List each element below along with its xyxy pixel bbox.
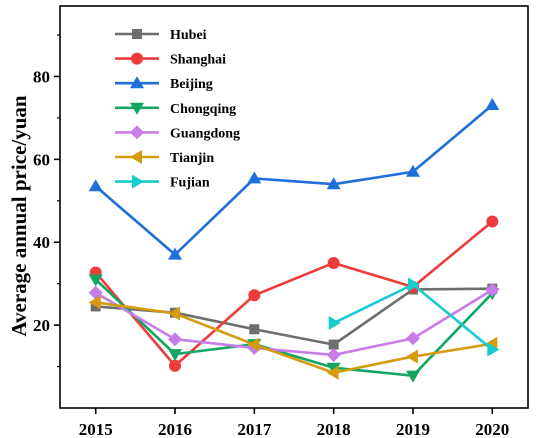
data-point-beijing [88,179,103,192]
x-tick-label: 2019 [396,420,430,438]
legend-label-hubei: Hubei [170,28,207,43]
legend-label-tianjin: Tianjin [170,151,214,166]
data-point-tianjin [326,365,339,380]
data-point-tianjin [247,337,260,352]
y-tick-label: 80 [33,67,50,86]
data-point-guangdong [485,282,500,297]
legend-marker-guangdong [130,125,144,140]
data-point-shanghai [327,256,340,269]
data-point-guangdong [326,347,341,362]
y-tick-label: 20 [33,316,50,335]
series-fujian [328,277,500,357]
x-tick-label: 2020 [475,420,509,438]
data-point-guangdong [405,331,420,346]
data-point-hubei [249,324,260,335]
legend-item-hubei: Hubei [115,28,207,43]
series-line-tianjin [95,301,493,375]
data-point-hubei [328,339,339,350]
data-point-beijing [168,247,183,260]
legend-marker-tianjin [130,150,142,164]
data-point-beijing [405,164,420,177]
series-guangdong [88,282,500,362]
series-line-beijing [94,104,494,256]
series-tianjin [88,295,498,380]
y-tick-label: 40 [33,233,50,252]
legend-marker-shanghai [131,52,143,65]
data-point-tianjin [405,349,418,364]
data-point-fujian [407,277,420,292]
x-tick-label: 2018 [317,420,351,438]
legend-label-guangdong: Guangdong [170,126,240,141]
legend-item-beijing: Beijing [115,76,213,92]
legend-label-shanghai: Shanghai [170,53,226,68]
data-point-shanghai [248,289,261,302]
series-shanghai [89,215,499,372]
data-point-chongqing [405,370,420,383]
legend-marker-beijing [130,76,144,89]
series-line-guangdong [95,288,493,357]
y-axis-title: Average annual price/yuan [7,95,31,336]
y-tick-label: 60 [33,150,50,169]
series-line-chongqing [94,278,494,377]
legend-marker-hubei [132,29,142,39]
x-tick-label: 2015 [79,420,113,438]
plot-frame [59,5,529,409]
data-point-chongqing [88,274,103,287]
data-point-fujian [487,342,500,357]
legend-item-chongqing: Chongqing [115,102,236,117]
data-point-tianjin [88,295,101,310]
series-chongqing [88,274,500,383]
series-line-shanghai [94,220,494,368]
legend-item-tianjin: Tianjin [115,150,214,166]
data-point-beijing [326,177,341,190]
data-point-shanghai [486,215,499,228]
data-point-guangdong [168,332,183,347]
legend-item-shanghai: Shanghai [115,52,226,68]
plot-area: 2015 2016 2017 2018 2019 202020406080HubeiSha… [33,5,529,438]
legend-marker-chongqing [130,102,144,115]
legend: Hubei Shanghai Beijing Chongqing Guangdong Ti… [115,28,240,191]
series-beijing [88,98,500,260]
data-point-tianjin [168,306,181,321]
data-point-shanghai [169,359,182,372]
data-point-beijing [485,98,500,111]
data-point-hubei [90,301,101,312]
data-point-fujian [328,316,341,331]
legend-label-fujian: Fujian [170,176,210,191]
x-tick-label: 2017 [237,420,272,438]
legend-item-guangdong: Guangdong [115,125,240,141]
data-point-chongqing [168,349,183,362]
legend-marker-fujian [132,174,144,189]
x-tick-label: 2016 [158,420,192,438]
legend-label-chongqing: Chongqing [170,102,236,117]
legend-label-beijing: Beijing [170,77,213,92]
legend-item-fujian: Fujian [115,174,210,191]
data-point-beijing [247,171,262,184]
